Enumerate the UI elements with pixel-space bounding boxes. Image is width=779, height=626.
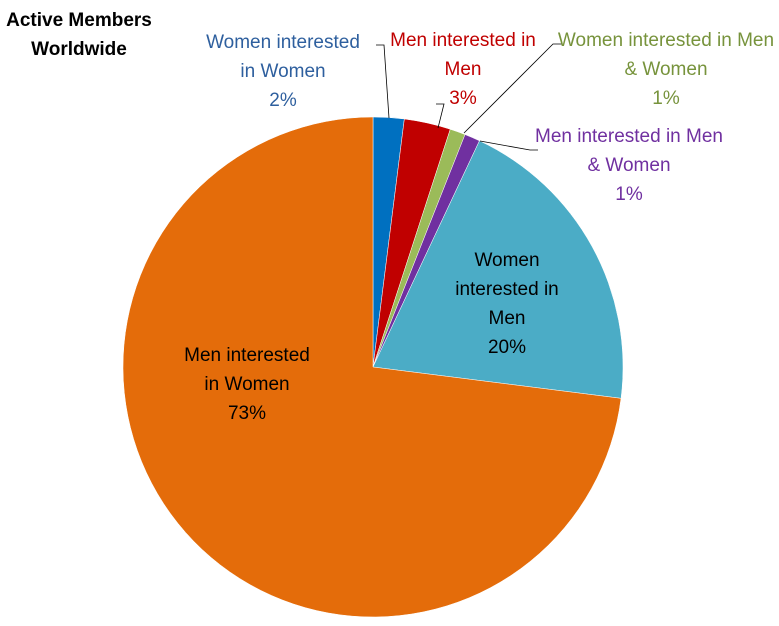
- category-label: Men interested in Women: [184, 345, 310, 395]
- category-label: Women interested in Men & Women: [557, 30, 775, 80]
- slice-label: Men interested in Women 73%: [182, 341, 312, 428]
- slice-label: Women interested in Men 20%: [442, 246, 572, 362]
- leader-line: [436, 103, 445, 129]
- leader-line: [463, 43, 562, 134]
- pie-slice: [372, 140, 624, 399]
- leader-line: [479, 140, 538, 151]
- pie-slice: [122, 116, 622, 618]
- value-label: 73%: [227, 403, 267, 424]
- value-label: 1%: [615, 184, 643, 205]
- category-label: Men interested in Men & Women: [535, 126, 723, 176]
- slice-label: Women interested in Men & Women 1%: [556, 26, 776, 113]
- value-label: 2%: [269, 90, 297, 111]
- leader-line: [376, 44, 390, 119]
- category-label: Women interested in Women: [206, 32, 360, 82]
- leader-lines: [376, 43, 562, 151]
- value-label: 3%: [449, 88, 477, 109]
- slice-label: Men interested in Men 3%: [383, 26, 543, 113]
- slice-label: Men interested in Men & Women 1%: [534, 122, 724, 209]
- slice-label: Women interested in Women 2%: [198, 28, 368, 115]
- chart-title: Active Members Worldwide: [6, 10, 152, 60]
- value-label: 1%: [652, 88, 680, 109]
- value-label: 20%: [487, 337, 527, 358]
- category-label: Men interested in Men: [390, 30, 536, 80]
- category-label: Women interested in Men: [455, 250, 559, 329]
